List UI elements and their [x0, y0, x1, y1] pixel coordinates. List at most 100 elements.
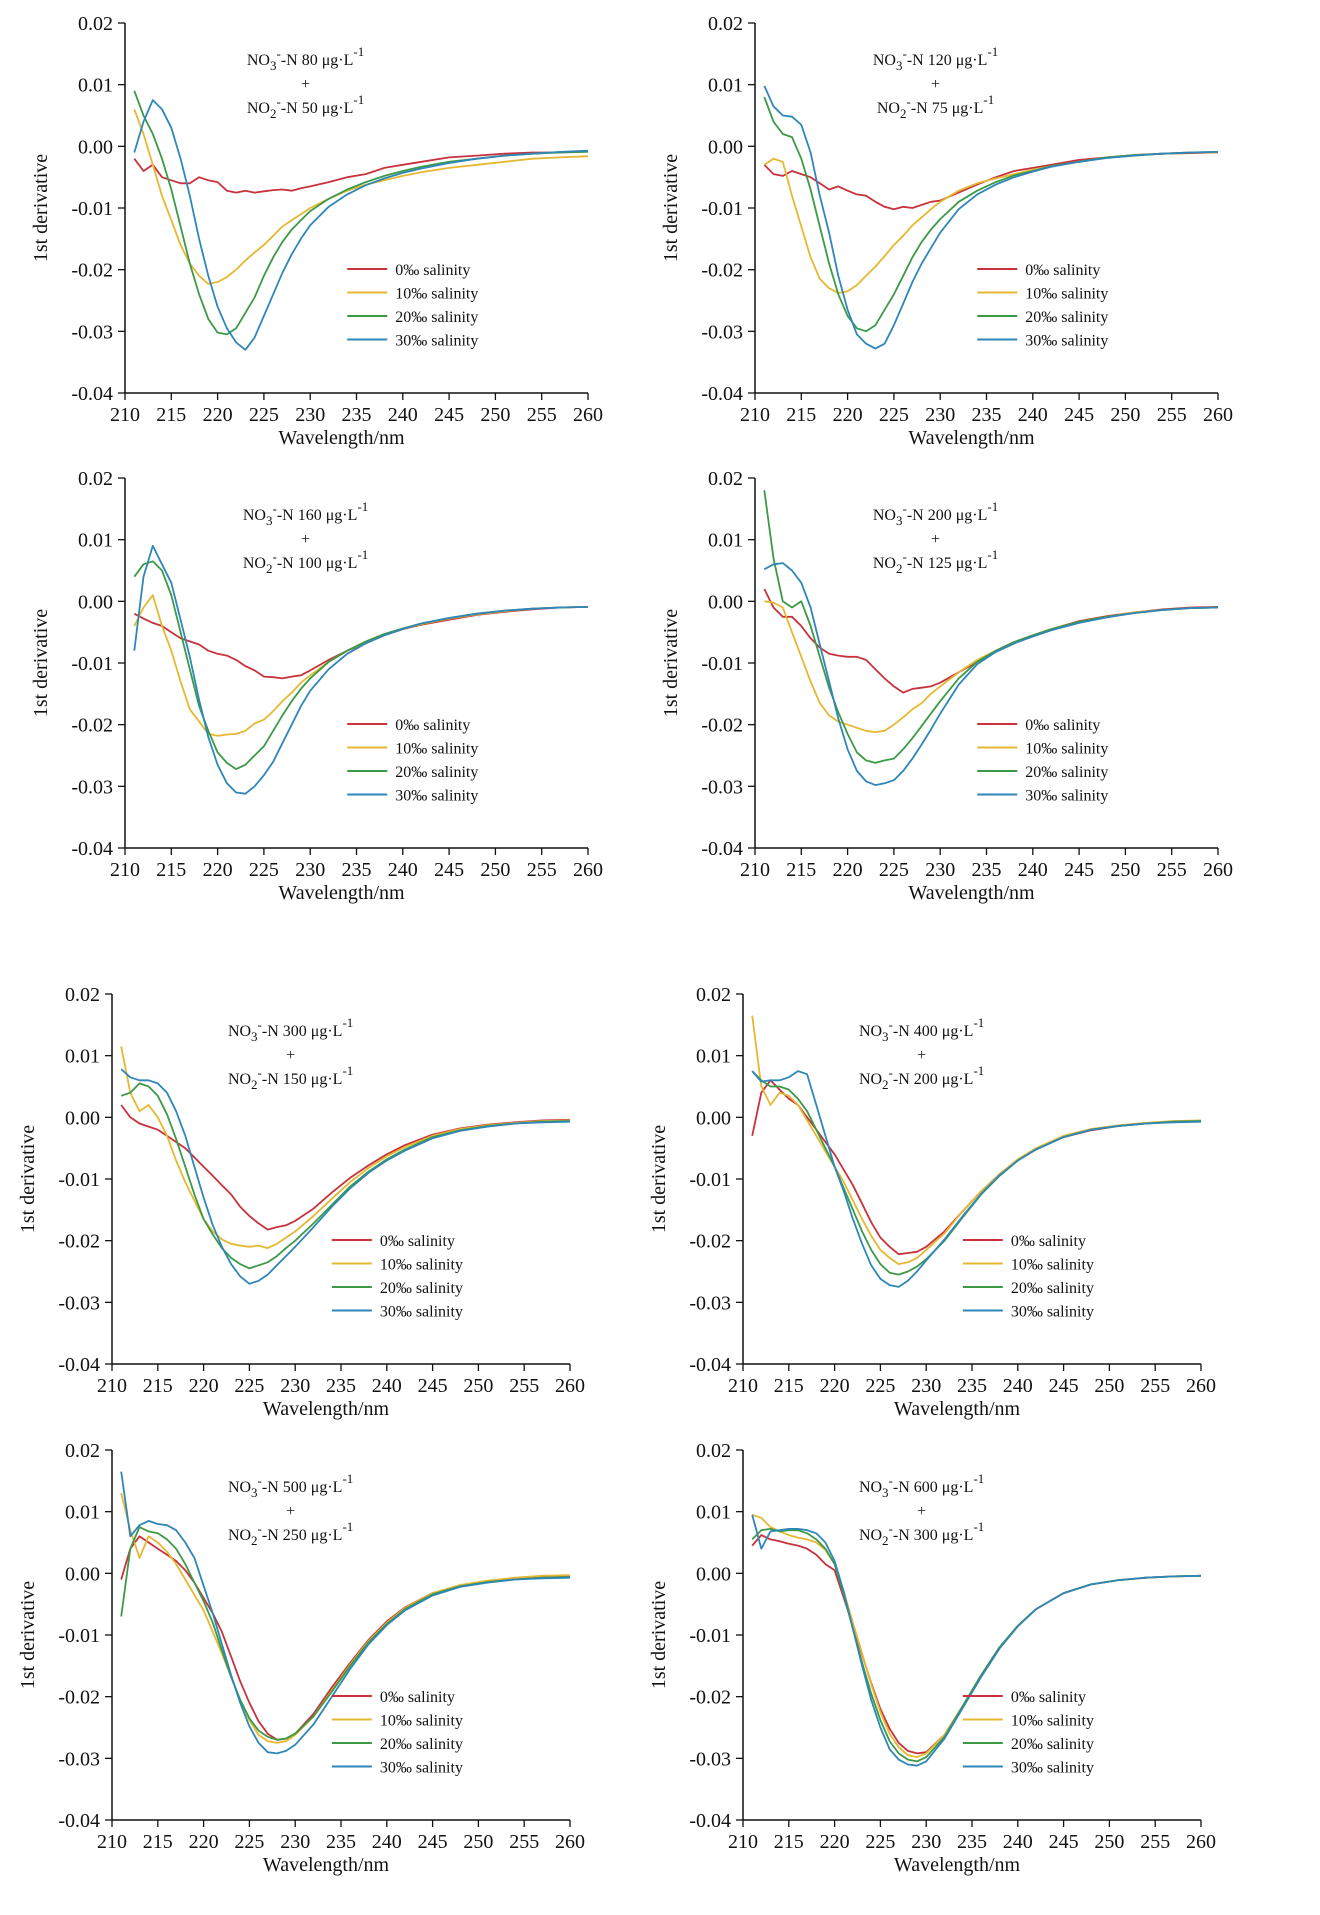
series-line-1: [120, 1046, 571, 1249]
x-tick-label: 245: [418, 1831, 448, 1853]
y-tick-label: -0.01: [58, 1169, 100, 1191]
annotation-plus: +: [931, 76, 940, 93]
x-axis-label: Wavelength/nm: [263, 1398, 390, 1420]
x-tick-label: 255: [527, 404, 557, 426]
x-tick-label: 225: [249, 404, 279, 426]
legend-label: 10‰ salinity: [1011, 1257, 1094, 1274]
legend-label: 20‰ salinity: [1025, 764, 1108, 781]
series-line-0: [763, 588, 1219, 694]
x-tick-label: 210: [740, 859, 770, 881]
legend: 0‰ salinity 10‰ salinity 20‰ salinity 30‰ s…: [962, 1233, 1094, 1321]
x-tick-label: 210: [97, 1831, 127, 1853]
y-tick-label: 0.02: [78, 13, 113, 35]
series-line-2: [763, 490, 1219, 764]
annotation-nitrate: NO3--N 400 μg·L-1: [859, 1015, 984, 1044]
y-tick-label: -0.02: [58, 1687, 100, 1709]
x-tick-label: 255: [509, 1375, 539, 1397]
y-tick-label: 0.00: [78, 136, 113, 158]
y-tick-label: 0.02: [708, 13, 743, 35]
y-tick-label: -0.03: [71, 776, 113, 798]
y-axis-label: 1st derivative: [30, 609, 52, 717]
x-tick-label: 225: [234, 1375, 264, 1397]
x-axis-label: Wavelength/nm: [278, 882, 405, 904]
y-tick-label: 0.02: [65, 984, 100, 1006]
x-tick-label: 230: [280, 1831, 310, 1853]
annotation-plus: +: [286, 1047, 295, 1064]
legend-label: 20‰ salinity: [380, 1736, 463, 1753]
y-tick-label: 0.01: [708, 530, 743, 552]
x-axis-label: Wavelength/nm: [908, 882, 1035, 904]
x-tick-label: 215: [156, 404, 186, 426]
legend-label: 20‰ salinity: [1025, 309, 1108, 326]
x-tick-label: 220: [203, 404, 233, 426]
x-tick-label: 255: [1157, 859, 1187, 881]
x-tick-label: 220: [820, 1831, 850, 1853]
legend-label: 30‰ salinity: [1011, 1304, 1094, 1321]
x-tick-label: 230: [911, 1831, 941, 1853]
x-tick-label: 215: [786, 859, 816, 881]
annotation-nitrite: NO2--N 100 μg·L-1: [243, 547, 368, 576]
legend-label: 20‰ salinity: [1011, 1736, 1094, 1753]
x-tick-label: 230: [295, 859, 325, 881]
x-tick-label: 260: [573, 859, 603, 881]
x-tick-label: 250: [1094, 1375, 1124, 1397]
x-tick-label: 240: [372, 1831, 402, 1853]
x-tick-label: 240: [1018, 404, 1048, 426]
x-tick-label: 245: [1064, 859, 1094, 881]
x-tick-label: 235: [342, 859, 372, 881]
x-tick-label: 260: [1203, 404, 1233, 426]
y-tick-label: 0.00: [708, 136, 743, 158]
x-tick-label: 235: [972, 859, 1002, 881]
y-tick-label: 0.00: [65, 1107, 100, 1129]
x-tick-label: 215: [143, 1375, 173, 1397]
y-tick-label: 0.00: [78, 591, 113, 613]
legend-label: 30‰ salinity: [395, 788, 478, 805]
x-axis-label: Wavelength/nm: [263, 1854, 390, 1876]
y-tick-label: 0.01: [65, 1502, 100, 1524]
series-line-3: [133, 544, 589, 795]
legend-label: 20‰ salinity: [1011, 1280, 1094, 1297]
x-tick-label: 210: [728, 1831, 758, 1853]
series-line-0: [120, 1104, 571, 1231]
series-line-3: [133, 99, 589, 351]
x-tick-label: 235: [972, 404, 1002, 426]
y-tick-label: -0.03: [71, 321, 113, 343]
x-tick-label: 220: [833, 859, 863, 881]
x-tick-label: 240: [388, 859, 418, 881]
x-tick-label: 220: [189, 1831, 219, 1853]
x-tick-label: 260: [1203, 859, 1233, 881]
legend-label: 20‰ salinity: [395, 309, 478, 326]
series-line-0: [133, 150, 589, 194]
legend-label: 0‰ salinity: [380, 1233, 455, 1250]
legend-label: 0‰ salinity: [1025, 262, 1100, 279]
x-tick-label: 240: [1003, 1831, 1033, 1853]
y-tick-label: -0.04: [701, 383, 743, 405]
annotation-nitrite: NO2--N 125 μg·L-1: [873, 547, 998, 576]
x-tick-label: 210: [97, 1375, 127, 1397]
x-tick-label: 225: [249, 859, 279, 881]
x-tick-label: 210: [740, 404, 770, 426]
series-line-0: [751, 1079, 1202, 1256]
y-tick-label: -0.01: [689, 1169, 731, 1191]
legend: 0‰ salinity 10‰ salinity 20‰ salinity 30‰ s…: [977, 262, 1108, 350]
y-tick-label: 0.02: [65, 1440, 100, 1462]
legend-label: 30‰ salinity: [380, 1760, 463, 1777]
annotation-nitrite: NO2--N 50 μg·L-1: [247, 92, 364, 121]
x-tick-label: 260: [1186, 1831, 1216, 1853]
x-tick-label: 215: [156, 859, 186, 881]
series-line-0: [751, 1534, 1202, 1755]
x-tick-label: 245: [1049, 1375, 1079, 1397]
y-tick-label: 0.01: [78, 530, 113, 552]
series-line-2: [120, 1082, 571, 1270]
annotation-nitrite: NO2--N 150 μg·L-1: [228, 1063, 353, 1092]
y-tick-label: -0.03: [689, 1748, 731, 1770]
series-line-2: [751, 1528, 1202, 1763]
y-tick-label: -0.04: [71, 838, 113, 860]
x-tick-label: 245: [1049, 1831, 1079, 1853]
legend: 0‰ salinity 10‰ salinity 20‰ salinity 30‰ s…: [347, 262, 478, 350]
annotation-nitrite: NO2--N 250 μg·L-1: [228, 1519, 353, 1548]
